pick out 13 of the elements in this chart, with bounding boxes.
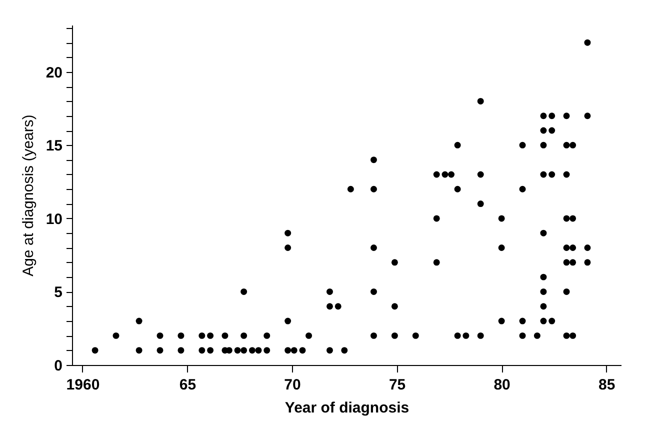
x-tick-label: 80 [494, 376, 510, 394]
x-tick-label: 65 [179, 376, 196, 394]
y-axis-title: Age at diagnosis (years) [20, 114, 37, 276]
x-tick-label: 1960 [66, 376, 100, 394]
y-tick-label: 10 [46, 210, 62, 228]
y-tick-label: 0 [54, 358, 62, 374]
x-tick-label: 85 [598, 376, 616, 394]
x-axis-title: Year of diagnosis [284, 400, 410, 416]
x-tick-label: 75 [388, 376, 406, 394]
y-tick-label: 5 [54, 284, 62, 302]
x-tick-label: 70 [284, 376, 301, 394]
y-tick-label: 15 [46, 138, 62, 155]
y-tick-label: 20 [46, 64, 62, 82]
